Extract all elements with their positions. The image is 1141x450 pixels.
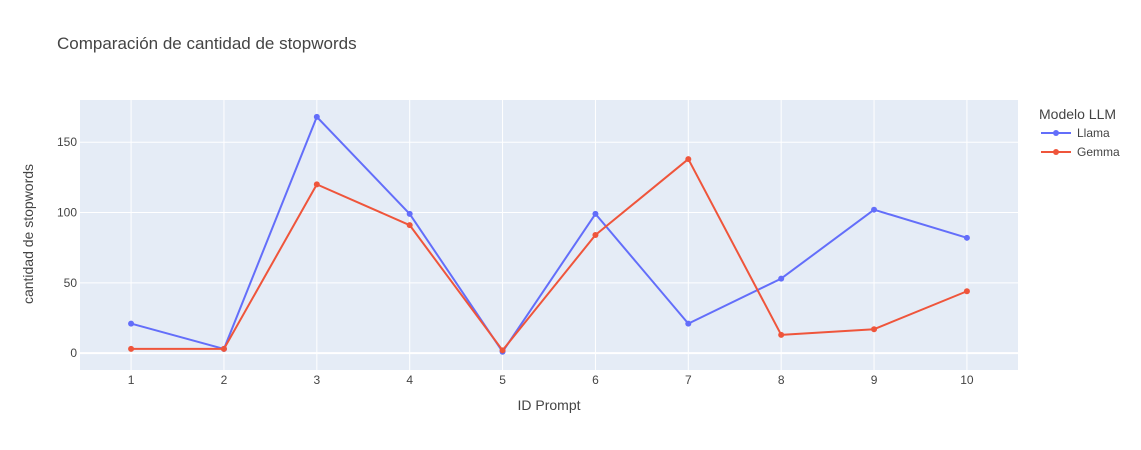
x-tick-label: 9 [871,373,878,387]
data-point[interactable] [313,113,320,120]
y-tick-label: 150 [57,135,77,149]
data-point[interactable] [685,320,692,327]
x-tick-label: 6 [592,373,599,387]
x-tick-label: 8 [778,373,785,387]
legend-label: Llama [1077,126,1110,140]
data-point[interactable] [406,210,413,217]
data-point[interactable] [871,206,878,213]
series-llama[interactable] [128,113,970,355]
y-tick-label: 0 [70,346,77,360]
series-group [128,113,970,355]
data-point[interactable] [685,156,692,163]
x-tick-label: 10 [960,373,974,387]
x-tick-label: 7 [685,373,692,387]
x-tick-label: 1 [128,373,135,387]
legend-label: Gemma [1077,145,1120,159]
data-point[interactable] [499,347,506,354]
data-point[interactable] [778,275,785,282]
data-point[interactable] [128,320,135,327]
data-point[interactable] [313,181,320,188]
legend-item-llama[interactable]: Llama [1041,126,1110,140]
x-tick-labels: 1 2 3 4 5 6 7 8 9 10 [128,373,974,387]
x-tick-label: 3 [313,373,320,387]
data-point[interactable] [963,234,970,241]
y-axis-title: cantidad de stopwords [20,164,36,304]
legend-marker [1053,149,1059,155]
x-axis-title: ID Prompt [517,397,580,413]
data-point[interactable] [220,345,227,352]
data-point[interactable] [592,210,599,217]
data-point[interactable] [963,288,970,295]
legend-title: Modelo LLM [1039,106,1116,122]
data-point[interactable] [406,222,413,229]
legend-item-gemma[interactable]: Gemma [1041,145,1120,159]
legend-marker [1053,130,1059,136]
data-point[interactable] [592,232,599,238]
y-tick-labels: 0 50 100 150 [57,135,77,360]
data-point[interactable] [778,331,785,338]
data-point[interactable] [871,326,878,333]
y-tick-label: 50 [64,276,78,290]
series-gemma[interactable] [128,156,970,354]
y-tick-label: 100 [57,206,77,220]
series-line [130,115,968,353]
x-tick-label: 4 [406,373,413,387]
legend[interactable]: Modelo LLM Llama Gemma [1039,106,1120,159]
x-tick-label: 5 [499,373,506,387]
x-tick-label: 2 [221,373,228,387]
series-line [131,158,968,352]
chart-title: Comparación de cantidad de stopwords [57,34,357,53]
data-point[interactable] [128,345,135,352]
plot-area [80,100,1018,370]
